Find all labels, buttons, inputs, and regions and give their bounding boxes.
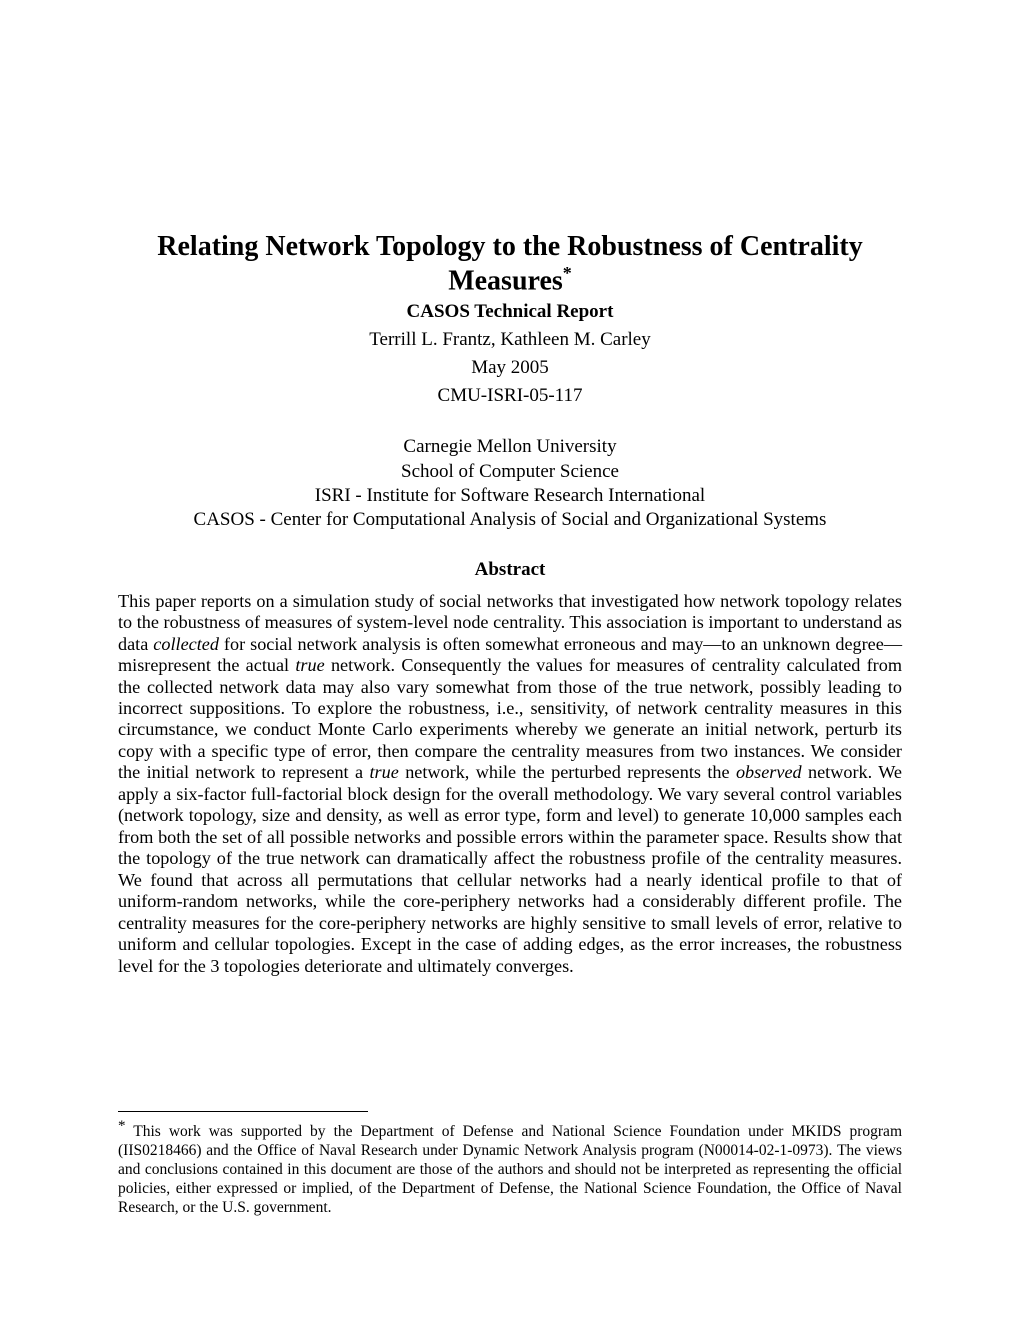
footnote-rule — [118, 1111, 368, 1112]
affiliation-line: CASOS - Center for Computational Analysi… — [118, 508, 902, 532]
abstract-italic: observed — [736, 762, 802, 782]
abstract-italic: true — [295, 655, 324, 675]
affiliation-line: School of Computer Science — [118, 460, 902, 484]
affiliation-line: Carnegie Mellon University — [118, 435, 902, 459]
authors: Terrill L. Frantz, Kathleen M. Carley — [118, 329, 902, 351]
affiliation-line: ISRI - Institute for Software Research I… — [118, 484, 902, 508]
abstract-italic: true — [369, 762, 398, 782]
title-line-1: Relating Network Topology to the Robustn… — [157, 231, 862, 262]
publication-date: May 2005 — [118, 357, 902, 379]
page: Relating Network Topology to the Robustn… — [0, 0, 1020, 1320]
abstract-text: network, while the perturbed represents … — [399, 762, 736, 782]
abstract-body: This paper reports on a simulation study… — [118, 591, 902, 977]
affiliation-block: Carnegie Mellon University School of Com… — [118, 435, 902, 532]
footnote-mark: * — [118, 1118, 126, 1134]
title-line-2: Measures — [448, 265, 563, 296]
footnote: * This work was supported by the Departm… — [118, 1117, 902, 1218]
abstract-text: network. We apply a six-factor full-fact… — [118, 762, 902, 975]
document-title: Relating Network Topology to the Robustn… — [118, 230, 902, 297]
report-id: CMU-ISRI-05-117 — [118, 385, 902, 407]
abstract-italic: collected — [153, 634, 219, 654]
report-subtitle: CASOS Technical Report — [118, 301, 902, 323]
title-footnote-mark: * — [563, 263, 572, 283]
footnote-text: This work was supported by the Departmen… — [118, 1123, 902, 1216]
abstract-heading: Abstract — [118, 559, 902, 581]
